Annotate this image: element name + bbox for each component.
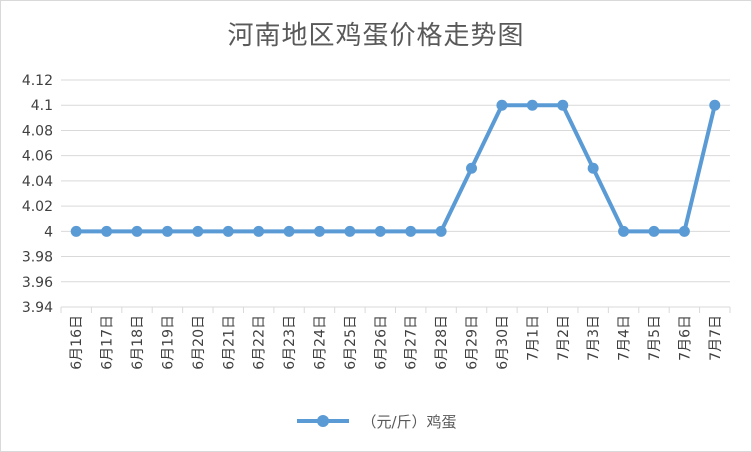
data-point <box>283 225 295 237</box>
data-point <box>70 225 82 237</box>
x-tick-label: 7月3日 <box>586 315 602 361</box>
data-point <box>344 225 356 237</box>
y-tick-label: 4.1 <box>31 98 53 114</box>
x-tick-label: 6月28日 <box>434 315 450 370</box>
chart-legend: （元/斤）鸡蛋 <box>1 406 751 436</box>
data-point <box>648 225 660 237</box>
x-tick-label: 6月22日 <box>252 315 268 370</box>
chart-title: 河南地区鸡蛋价格走势图 <box>227 21 525 51</box>
legend-series-label: （元/斤）鸡蛋 <box>361 412 457 431</box>
data-point <box>618 225 630 237</box>
x-tick-label: 7月5日 <box>647 315 663 361</box>
x-tick-label: 6月21日 <box>221 315 237 370</box>
data-point <box>253 225 265 237</box>
y-tick-label: 4.08 <box>22 123 53 139</box>
y-tick-label: 4.12 <box>22 73 53 89</box>
x-tick-label: 6月25日 <box>343 315 359 370</box>
x-tick-label: 7月1日 <box>525 315 541 361</box>
x-tick-label: 6月26日 <box>373 315 389 370</box>
data-point <box>466 162 478 174</box>
data-point <box>101 225 113 237</box>
x-tick-label: 7月6日 <box>677 315 693 361</box>
data-point <box>678 225 690 237</box>
y-tick-label: 4 <box>44 224 53 240</box>
x-tick-label: 6月27日 <box>404 315 420 370</box>
x-tick-label: 6月30日 <box>495 315 511 370</box>
data-point <box>222 225 234 237</box>
data-point <box>526 99 538 111</box>
y-tick-label: 3.98 <box>22 250 53 266</box>
x-tick-label: 6月17日 <box>100 315 116 370</box>
y-tick-label: 3.96 <box>22 275 53 291</box>
y-tick-label: 4.02 <box>22 199 53 215</box>
x-tick-label: 6月29日 <box>465 315 481 370</box>
legend-swatch <box>297 415 350 427</box>
series-line <box>76 103 717 234</box>
y-tick-label: 4.06 <box>22 149 53 165</box>
data-point <box>587 162 599 174</box>
y-tick-label: 4.04 <box>22 174 53 190</box>
x-tick-label: 6月16日 <box>69 315 85 370</box>
data-point <box>435 225 447 237</box>
x-tick-label: 6月19日 <box>160 315 176 370</box>
x-tick-label: 6月23日 <box>282 315 298 370</box>
x-tick-label: 7月2日 <box>556 315 572 361</box>
data-point <box>192 225 204 237</box>
data-point <box>161 225 173 237</box>
data-point <box>405 225 417 237</box>
data-point <box>709 99 721 111</box>
data-point <box>557 99 569 111</box>
data-point <box>131 225 143 237</box>
x-tick-label: 6月24日 <box>312 315 328 370</box>
data-point <box>374 225 386 237</box>
x-tick-label: 7月7日 <box>708 315 724 361</box>
x-tick-label: 6月20日 <box>191 315 207 370</box>
x-tick-label: 6月18日 <box>130 315 146 370</box>
data-point <box>313 225 325 237</box>
x-tick-label: 7月4日 <box>617 315 633 361</box>
y-tick-label: 3.94 <box>22 300 53 316</box>
data-point <box>496 99 508 111</box>
